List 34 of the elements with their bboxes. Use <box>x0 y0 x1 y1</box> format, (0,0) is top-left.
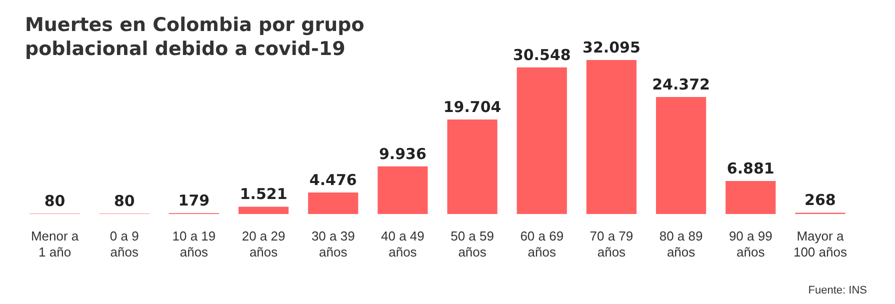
x-tick-label: 0 a 9 años <box>110 228 139 260</box>
data-label: 9.936 <box>378 144 426 163</box>
x-tick-label: 90 a 99 años <box>728 228 772 260</box>
data-label: 1.521 <box>240 185 288 204</box>
data-label: 24.372 <box>652 76 710 94</box>
x-tick-label: 20 a 29 años <box>242 228 286 260</box>
x-tick-label: 50 a 59 años <box>450 228 494 260</box>
data-label: 19.704 <box>443 98 502 116</box>
x-tick-label: 70 a 79 años <box>590 228 634 260</box>
data-label: 32.095 <box>582 38 640 56</box>
x-tick-label: 60 a 69 años <box>520 228 564 260</box>
x-tick-label: 10 a 19 años <box>172 228 216 260</box>
chart-title: Muertes en Colombia por grupo poblacional debido a covid-19 <box>25 14 364 60</box>
data-label: 80 <box>44 192 66 210</box>
bar <box>726 180 776 214</box>
data-label: 80 <box>114 192 135 210</box>
source-note: Fuente: INS <box>808 284 868 296</box>
x-tick-label: 40 a 49 años <box>381 228 424 260</box>
bar <box>378 166 428 214</box>
data-label: 6.881 <box>726 159 774 178</box>
bar <box>308 192 358 214</box>
x-tick-label: 80 a 89 años <box>659 228 703 260</box>
x-tick-label: 30 a 39 años <box>311 228 355 260</box>
data-label: 4.476 <box>309 171 357 190</box>
data-label: 179 <box>178 192 210 210</box>
data-label: 30.548 <box>512 46 571 64</box>
bar <box>586 60 637 214</box>
x-tick-label: Menor a 1 año <box>30 228 80 260</box>
x-tick-label: Mayor a 100 años <box>793 228 848 260</box>
bar <box>656 97 706 214</box>
bar <box>447 119 498 214</box>
bar <box>238 206 289 214</box>
data-label: 268 <box>804 191 836 210</box>
bar <box>516 67 567 214</box>
